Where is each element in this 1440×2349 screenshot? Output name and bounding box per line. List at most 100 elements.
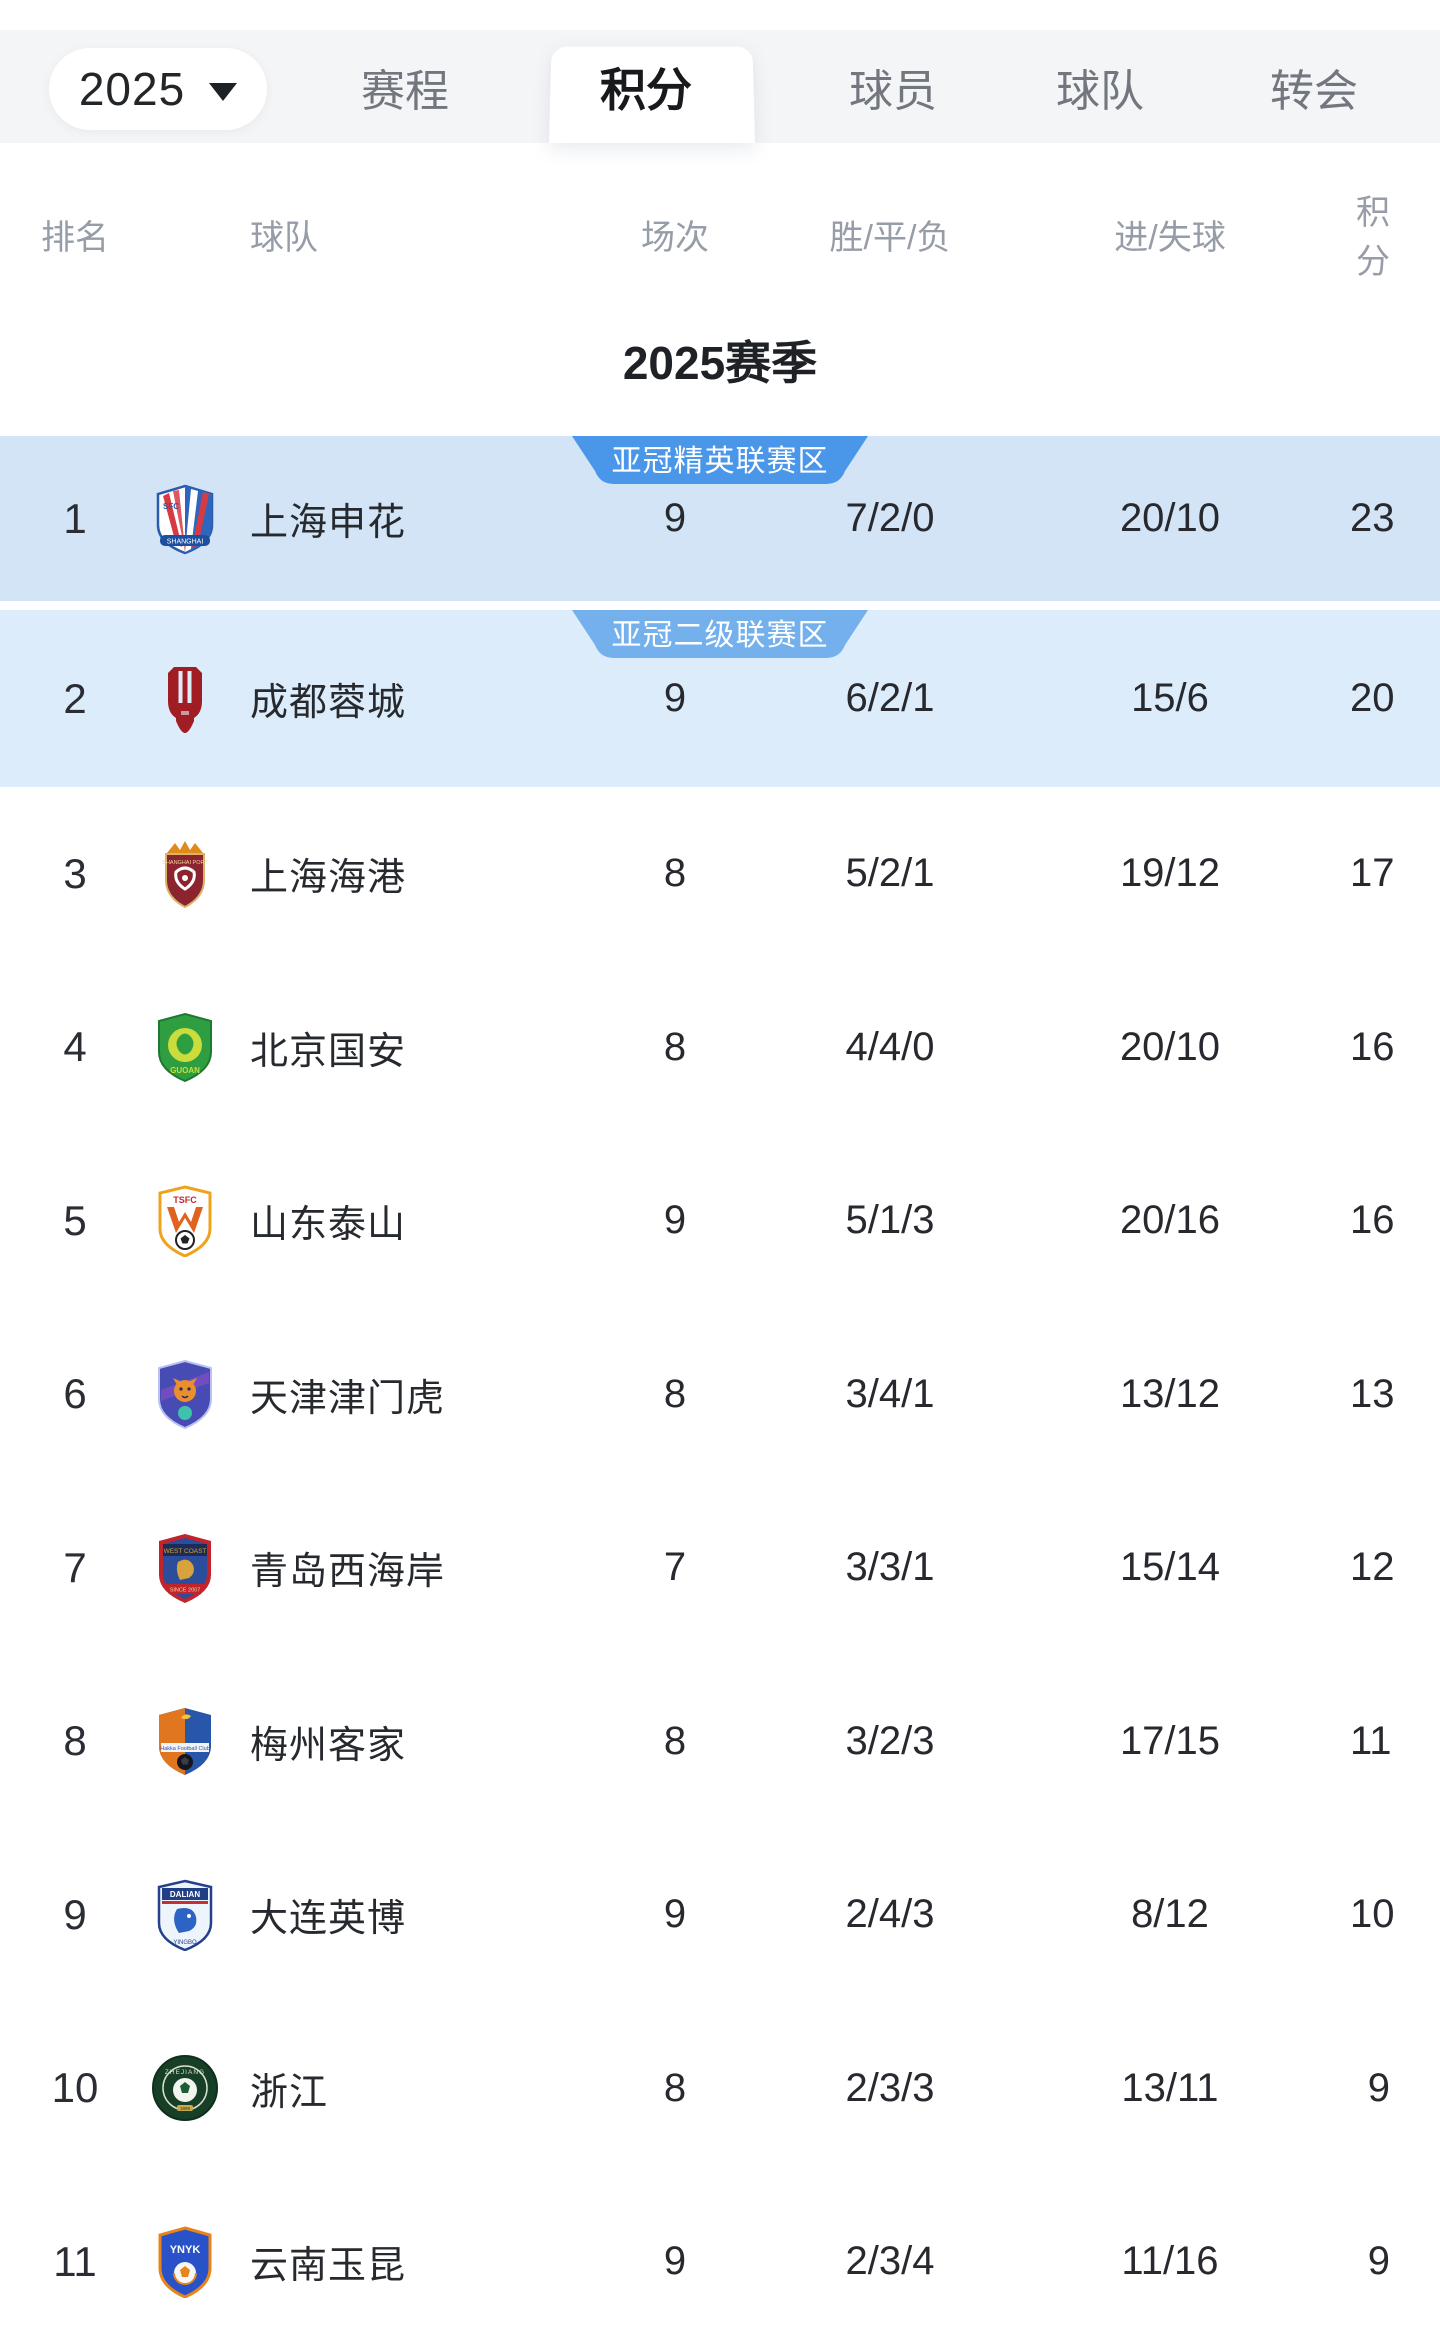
- rank-cell: 11: [53, 2237, 97, 2285]
- header-played: 场次: [641, 218, 709, 257]
- played-cell: 9: [663, 1198, 687, 1243]
- points-cell: 16: [1350, 1024, 1395, 1069]
- meizhou-hakka-logo: Hakka Football Club: [150, 1705, 220, 1777]
- svg-text:Hakka Football Club: Hakka Football Club: [160, 1746, 210, 1752]
- header-team: 球队: [250, 218, 318, 257]
- svg-text:SINCE 2007: SINCE 2007: [170, 1587, 201, 1593]
- tab-transfers[interactable]: 转会: [1270, 66, 1358, 116]
- points-cell: 13: [1350, 1371, 1395, 1416]
- rank-cell: 2: [63, 674, 87, 722]
- goals-cell: 20/16: [1119, 1198, 1221, 1243]
- svg-text:GUOAN: GUOAN: [170, 1066, 200, 1075]
- zone-badge-label: 亚冠二级联赛区: [611, 619, 829, 652]
- team-name: 浙江: [250, 2071, 329, 2114]
- tab-teams[interactable]: 球队: [1056, 66, 1144, 116]
- team-name: 成都蓉城: [250, 682, 407, 724]
- wdl-cell: 4/4/0: [845, 1024, 935, 1069]
- played-cell: 8: [663, 1718, 687, 1763]
- shanghai-port-logo: SHANGHAI PORT: [150, 838, 220, 910]
- team-name: 上海海港: [250, 857, 407, 900]
- table-row-chengdu-rongcheng[interactable]: 亚冠二级联赛区 2 成都蓉城 9 6/2/1 15/6 20: [0, 610, 1440, 787]
- table-row-meizhou-hakka[interactable]: 8 Hakka Football Club 梅州客家 8 3/2/3 17/: [0, 1654, 1440, 1828]
- shandong-taishan-logo: TSFC: [150, 1185, 220, 1257]
- yunnan-yukun-logo: YNYK: [150, 2226, 220, 2298]
- header-win-draw-loss: 胜/平/负: [829, 218, 951, 257]
- table-row-shanghai-port[interactable]: 3 SHANGHAI PORT 上海海港 8 5/2/1 19/12 17: [0, 787, 1440, 961]
- tab-schedule[interactable]: 赛程: [361, 66, 449, 116]
- goals-cell: 11/16: [1121, 2239, 1219, 2284]
- table-row-qingdao-west-coast[interactable]: 7 WEST COAST SINCE 2007 青岛西海岸 7 3/3/1 1: [0, 1481, 1440, 1655]
- table-row-dalian-yingbo[interactable]: 9 DALIAN YINGBO 大连英博 9 2/4/3 8/12: [0, 1828, 1440, 2002]
- tianjin-jinmen-tiger-logo: [150, 1358, 220, 1430]
- goals-cell: 20/10: [1119, 496, 1221, 540]
- svg-text:SFC: SFC: [163, 502, 179, 511]
- rank-cell: 1: [63, 494, 87, 542]
- zone-badge-label: 亚冠精英联赛区: [611, 445, 829, 478]
- rank-cell: 9: [63, 1890, 87, 1938]
- svg-text:SHANGHAI PORT: SHANGHAI PORT: [162, 860, 208, 866]
- wdl-cell: 7/2/0: [845, 496, 935, 540]
- rank-cell: 5: [63, 1196, 87, 1244]
- wdl-cell: 3/4/1: [845, 1371, 935, 1416]
- table-row-zhejiang[interactable]: 10 ZHEJIANG 1998 浙江 8 2/3/3 13/11: [0, 2001, 1440, 2175]
- played-cell: 9: [663, 496, 687, 540]
- points-cell: 10: [1350, 1892, 1395, 1937]
- tab-players[interactable]: 球员: [849, 66, 937, 116]
- standings-table: 亚冠精英联赛区 1 SHANGHAI SFC: [0, 436, 1440, 2349]
- points-cell: 9: [1367, 2239, 1390, 2284]
- rank-cell: 4: [63, 1023, 87, 1071]
- wdl-cell: 5/1/3: [845, 1198, 935, 1243]
- dalian-yingbo-logo: DALIAN YINGBO: [150, 1879, 220, 1951]
- played-cell: 8: [663, 2065, 687, 2110]
- table-row-yunnan-yukun[interactable]: 11 YNYK 云南玉昆 9 2/3/4 11/16 9: [0, 2175, 1440, 2349]
- svg-text:TSFC: TSFC: [173, 1195, 197, 1205]
- shanghai-shenhua-logo: SHANGHAI SFC: [150, 483, 220, 555]
- zone-badge-shape: [572, 436, 868, 484]
- svg-text:WEST COAST: WEST COAST: [164, 1548, 207, 1555]
- rank-cell: 3: [63, 849, 87, 897]
- season-title: 2025赛季: [622, 337, 818, 389]
- goals-cell: 13/11: [1121, 2065, 1219, 2110]
- header-points: 积分: [1356, 194, 1390, 281]
- zone-badge-acl-elite: 亚冠精英联赛区: [572, 436, 868, 484]
- caret-down-icon: [209, 83, 238, 101]
- played-cell: 9: [663, 1892, 687, 1937]
- wdl-cell: 5/2/1: [845, 851, 935, 896]
- zone-badge-shape: [572, 610, 868, 658]
- table-row-beijing-guoan[interactable]: 4 GUOAN 北京国安 8 4/4/0 20/10 16: [0, 960, 1440, 1134]
- goals-cell: 17/15: [1119, 1718, 1221, 1763]
- wdl-cell: 3/3/1: [845, 1545, 935, 1590]
- played-cell: 7: [663, 1545, 687, 1590]
- goals-cell: 15/6: [1131, 676, 1209, 720]
- row-separator: [0, 601, 1440, 610]
- svg-text:YINGBO: YINGBO: [173, 1940, 197, 1946]
- team-name: 山东泰山: [250, 1204, 407, 1247]
- played-cell: 8: [663, 851, 687, 896]
- zone-badge-acl-two: 亚冠二级联赛区: [572, 610, 868, 658]
- zhejiang-fc-logo: ZHEJIANG 1998: [150, 2052, 220, 2124]
- table-row-shanghai-shenhua[interactable]: 亚冠精英联赛区 1 SHANGHAI SFC: [0, 436, 1440, 601]
- header-rank: 排名: [41, 218, 109, 257]
- wdl-cell: 2/4/3: [845, 1892, 935, 1937]
- goals-cell: 13/12: [1119, 1371, 1221, 1416]
- team-name: 大连英博: [250, 1898, 407, 1941]
- tab-standings[interactable]: 积分: [600, 63, 692, 116]
- wdl-cell: 2/3/4: [845, 2239, 935, 2284]
- table-row-shandong-taishan[interactable]: 5 TSFC 山东泰山 9 5/1/3 20/16 16: [0, 1134, 1440, 1308]
- rank-cell: 10: [51, 2064, 99, 2112]
- svg-text:ZHEJIANG: ZHEJIANG: [165, 2069, 205, 2076]
- played-cell: 9: [663, 676, 687, 720]
- team-name: 云南玉昆: [250, 2245, 407, 2288]
- header-goals-for-against: 进/失球: [1114, 218, 1226, 257]
- season-selector[interactable]: 2025: [49, 48, 267, 130]
- team-name: 天津津门虎: [250, 1377, 446, 1420]
- qingdao-west-coast-logo: WEST COAST SINCE 2007: [150, 1532, 220, 1604]
- wdl-cell: 2/3/3: [845, 2065, 935, 2110]
- team-name: 青岛西海岸: [250, 1551, 446, 1594]
- table-row-tianjin-jinmen-tiger[interactable]: 6 天津津门虎 8 3/4/1: [0, 1307, 1440, 1481]
- points-cell: 11: [1350, 1718, 1392, 1763]
- points-cell: 12: [1350, 1545, 1395, 1590]
- svg-text:DALIAN: DALIAN: [170, 1890, 200, 1899]
- points-cell: 9: [1367, 2065, 1390, 2110]
